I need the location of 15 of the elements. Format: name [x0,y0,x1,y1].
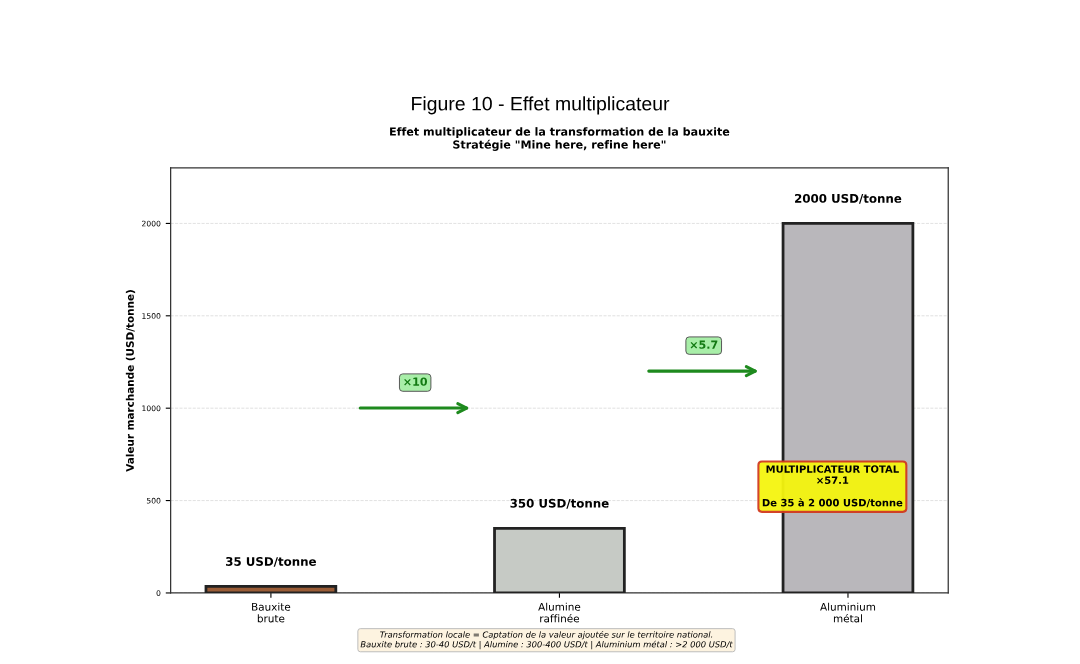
data-label: 2000 USD/tonne [795,193,902,204]
text: MULTIPLICATEUR TOTAL ×57.1 De 35 à 2 000 USD/tonne [762,465,903,508]
bar [493,526,626,593]
y-axis-title: Valeur marchande (USD/tonne) [125,290,136,472]
annotation: ×5.7 [690,340,718,349]
x-tick-label: Alumine raffinée [538,602,581,623]
bar [204,585,338,593]
data-label: 350 USD/tonne [510,498,609,509]
chart-title: Figure 10 - Effet multiplicateur [412,96,670,115]
annotation: ×10 [404,377,428,386]
text: Transformation locale = Captation de la valeur ajoutée sur le territoire national. Bauxite brute : 30-40 USD/t | Alumine : 300-400 USD/t | Aluminium métal : >2 000 USD/t [360,630,733,650]
x-tick-label: Bauxite brute [252,602,291,623]
chart-subtitle: Effet multiplicateur de la transformation de la bauxite Stratégie "Mine here, refine here" [390,127,730,151]
x-tick-label: Aluminium métal [820,602,876,623]
data-label: 35 USD/tonne [226,556,316,567]
